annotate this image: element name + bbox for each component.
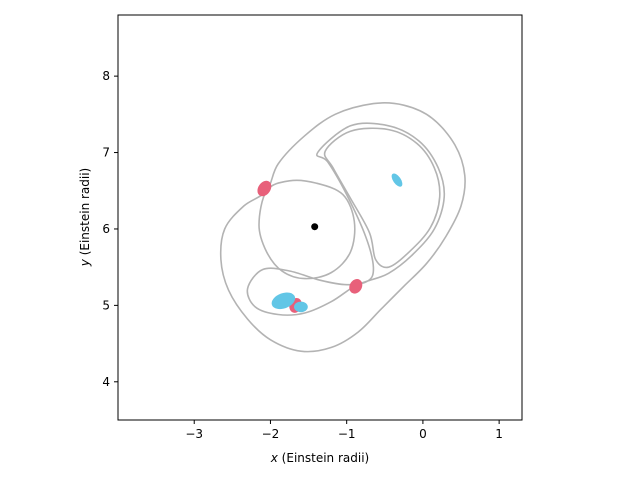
- y-tick-label: 7: [102, 146, 110, 160]
- x-ticks: −3 −2 −1 0 1: [185, 420, 503, 441]
- x-axis-label: x (Einstein radii): [270, 451, 369, 465]
- x-tick-label: −3: [185, 427, 203, 441]
- curve-critical_curve: [258, 179, 356, 280]
- y-tick-label: 8: [102, 69, 110, 83]
- y-axis-label: y (Einstein radii): [78, 168, 92, 267]
- curve-inner_loop_2: [323, 127, 441, 269]
- images-layer: [257, 173, 403, 313]
- lens-layer: [311, 223, 319, 231]
- plot-frame: [117, 14, 523, 421]
- y-ticks: 4 5 6 7 8: [102, 69, 118, 389]
- lensed-image-red-0: [257, 180, 272, 197]
- x-tick-label: 1: [495, 427, 503, 441]
- curve-outer_caustic: [219, 102, 466, 353]
- lensed-image-blue-5: [294, 301, 308, 313]
- lensed-image-blue-3: [391, 173, 403, 187]
- curve-inner_loop_1: [246, 122, 446, 316]
- lensed-image-blue-4: [271, 292, 296, 310]
- y-tick-label: 5: [102, 298, 110, 312]
- y-tick-label: 6: [102, 222, 110, 236]
- curves-layer: [219, 102, 466, 353]
- y-tick-label: 4: [102, 375, 110, 389]
- x-tick-label: 0: [419, 427, 427, 441]
- x-tick-label: −2: [262, 427, 280, 441]
- x-tick-label: −1: [338, 427, 356, 441]
- lensed-image-red-1: [349, 279, 363, 294]
- lens-center-point: [311, 223, 319, 231]
